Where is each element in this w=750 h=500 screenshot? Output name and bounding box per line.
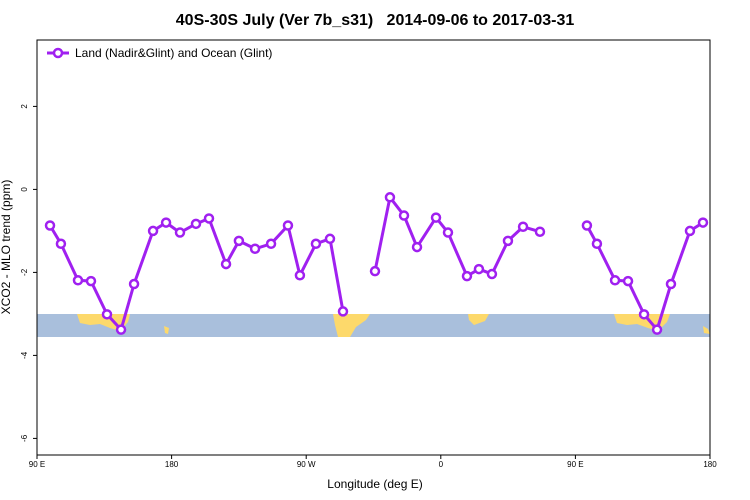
point <box>442 227 454 238</box>
x-tick-label: 180 <box>165 460 179 469</box>
legend-marker <box>52 47 64 59</box>
point <box>190 218 202 230</box>
point <box>430 212 442 223</box>
y-tick-label: 0 <box>20 187 29 192</box>
point <box>411 241 423 253</box>
point <box>369 265 381 277</box>
point <box>220 258 232 270</box>
point <box>609 275 621 286</box>
y-axis-label: XCO2 - MLO trend (ppm) <box>0 180 13 315</box>
point <box>128 278 140 290</box>
series-line <box>373 193 541 279</box>
point <box>294 270 306 281</box>
point <box>310 238 322 250</box>
x-tick-label: 90 E <box>567 460 583 469</box>
point <box>502 235 514 247</box>
point <box>398 210 410 221</box>
map-strip <box>37 314 710 337</box>
point <box>101 309 113 320</box>
point <box>384 192 396 203</box>
y-tick-label: -4 <box>20 351 29 359</box>
point <box>473 263 485 275</box>
x-tick-label: 90 W <box>297 460 316 469</box>
point <box>324 233 336 245</box>
point <box>203 213 215 224</box>
chart-title: 40S-30S July (Ver 7b_s31) 2014-09-06 to … <box>176 12 575 29</box>
point <box>44 220 56 231</box>
point <box>517 221 529 232</box>
point <box>622 275 634 287</box>
y-tick-label: 2 <box>20 104 29 109</box>
point <box>638 309 650 320</box>
point <box>581 220 593 231</box>
x-axis-label: Longitude (deg E) <box>327 477 422 491</box>
point <box>684 225 696 237</box>
point <box>282 220 294 231</box>
point <box>249 243 261 254</box>
point <box>665 278 677 290</box>
point <box>697 217 709 228</box>
point <box>486 268 498 280</box>
x-tick-label: 90 E <box>29 460 45 469</box>
point <box>265 238 277 250</box>
point <box>174 227 186 238</box>
point <box>591 238 603 250</box>
point <box>72 275 84 286</box>
y-tick-label: -2 <box>20 268 29 276</box>
plot-frame <box>36 39 711 456</box>
legend-label: Land (Nadir&Glint) and Ocean (Glint) <box>75 46 272 60</box>
x-tick-label: 0 <box>439 460 444 469</box>
point <box>651 324 663 335</box>
point <box>85 275 97 287</box>
point <box>147 225 159 237</box>
point <box>461 270 473 282</box>
point <box>534 226 546 237</box>
point <box>55 238 67 250</box>
point <box>115 324 127 335</box>
point <box>233 235 245 247</box>
point <box>160 217 172 228</box>
x-tick-label: 180 <box>703 460 717 469</box>
point <box>337 306 349 317</box>
y-tick-label: -6 <box>20 434 29 442</box>
